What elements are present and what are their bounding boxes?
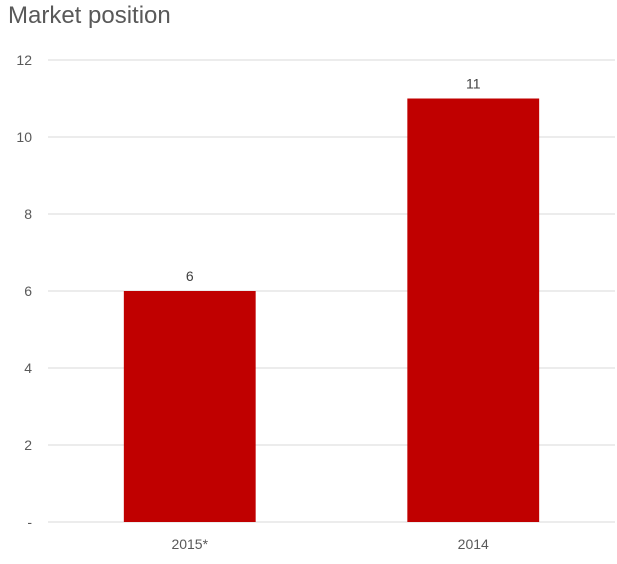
- bars: [123, 98, 540, 522]
- data-label: 6: [186, 268, 194, 284]
- x-axis-tick-labels: 2015* 2014: [171, 536, 489, 552]
- data-labels: 6 11: [186, 76, 481, 285]
- data-label: 11: [466, 76, 481, 92]
- y-axis-tick-labels: - 2 4 6 8 10 12: [16, 52, 32, 530]
- x-tick-label: 2015*: [171, 536, 208, 552]
- y-tick-label: 12: [16, 52, 32, 68]
- chart-title: Market position: [8, 2, 171, 29]
- y-tick-label: 6: [24, 283, 32, 299]
- y-tick-label: 10: [16, 129, 32, 145]
- bar: [123, 291, 256, 522]
- x-tick-label: 2014: [458, 536, 489, 552]
- y-tick-label: 4: [24, 360, 32, 376]
- y-tick-label: 2: [24, 437, 32, 453]
- y-tick-label: -: [27, 514, 32, 530]
- bar: [407, 98, 540, 522]
- y-tick-label: 8: [24, 206, 32, 222]
